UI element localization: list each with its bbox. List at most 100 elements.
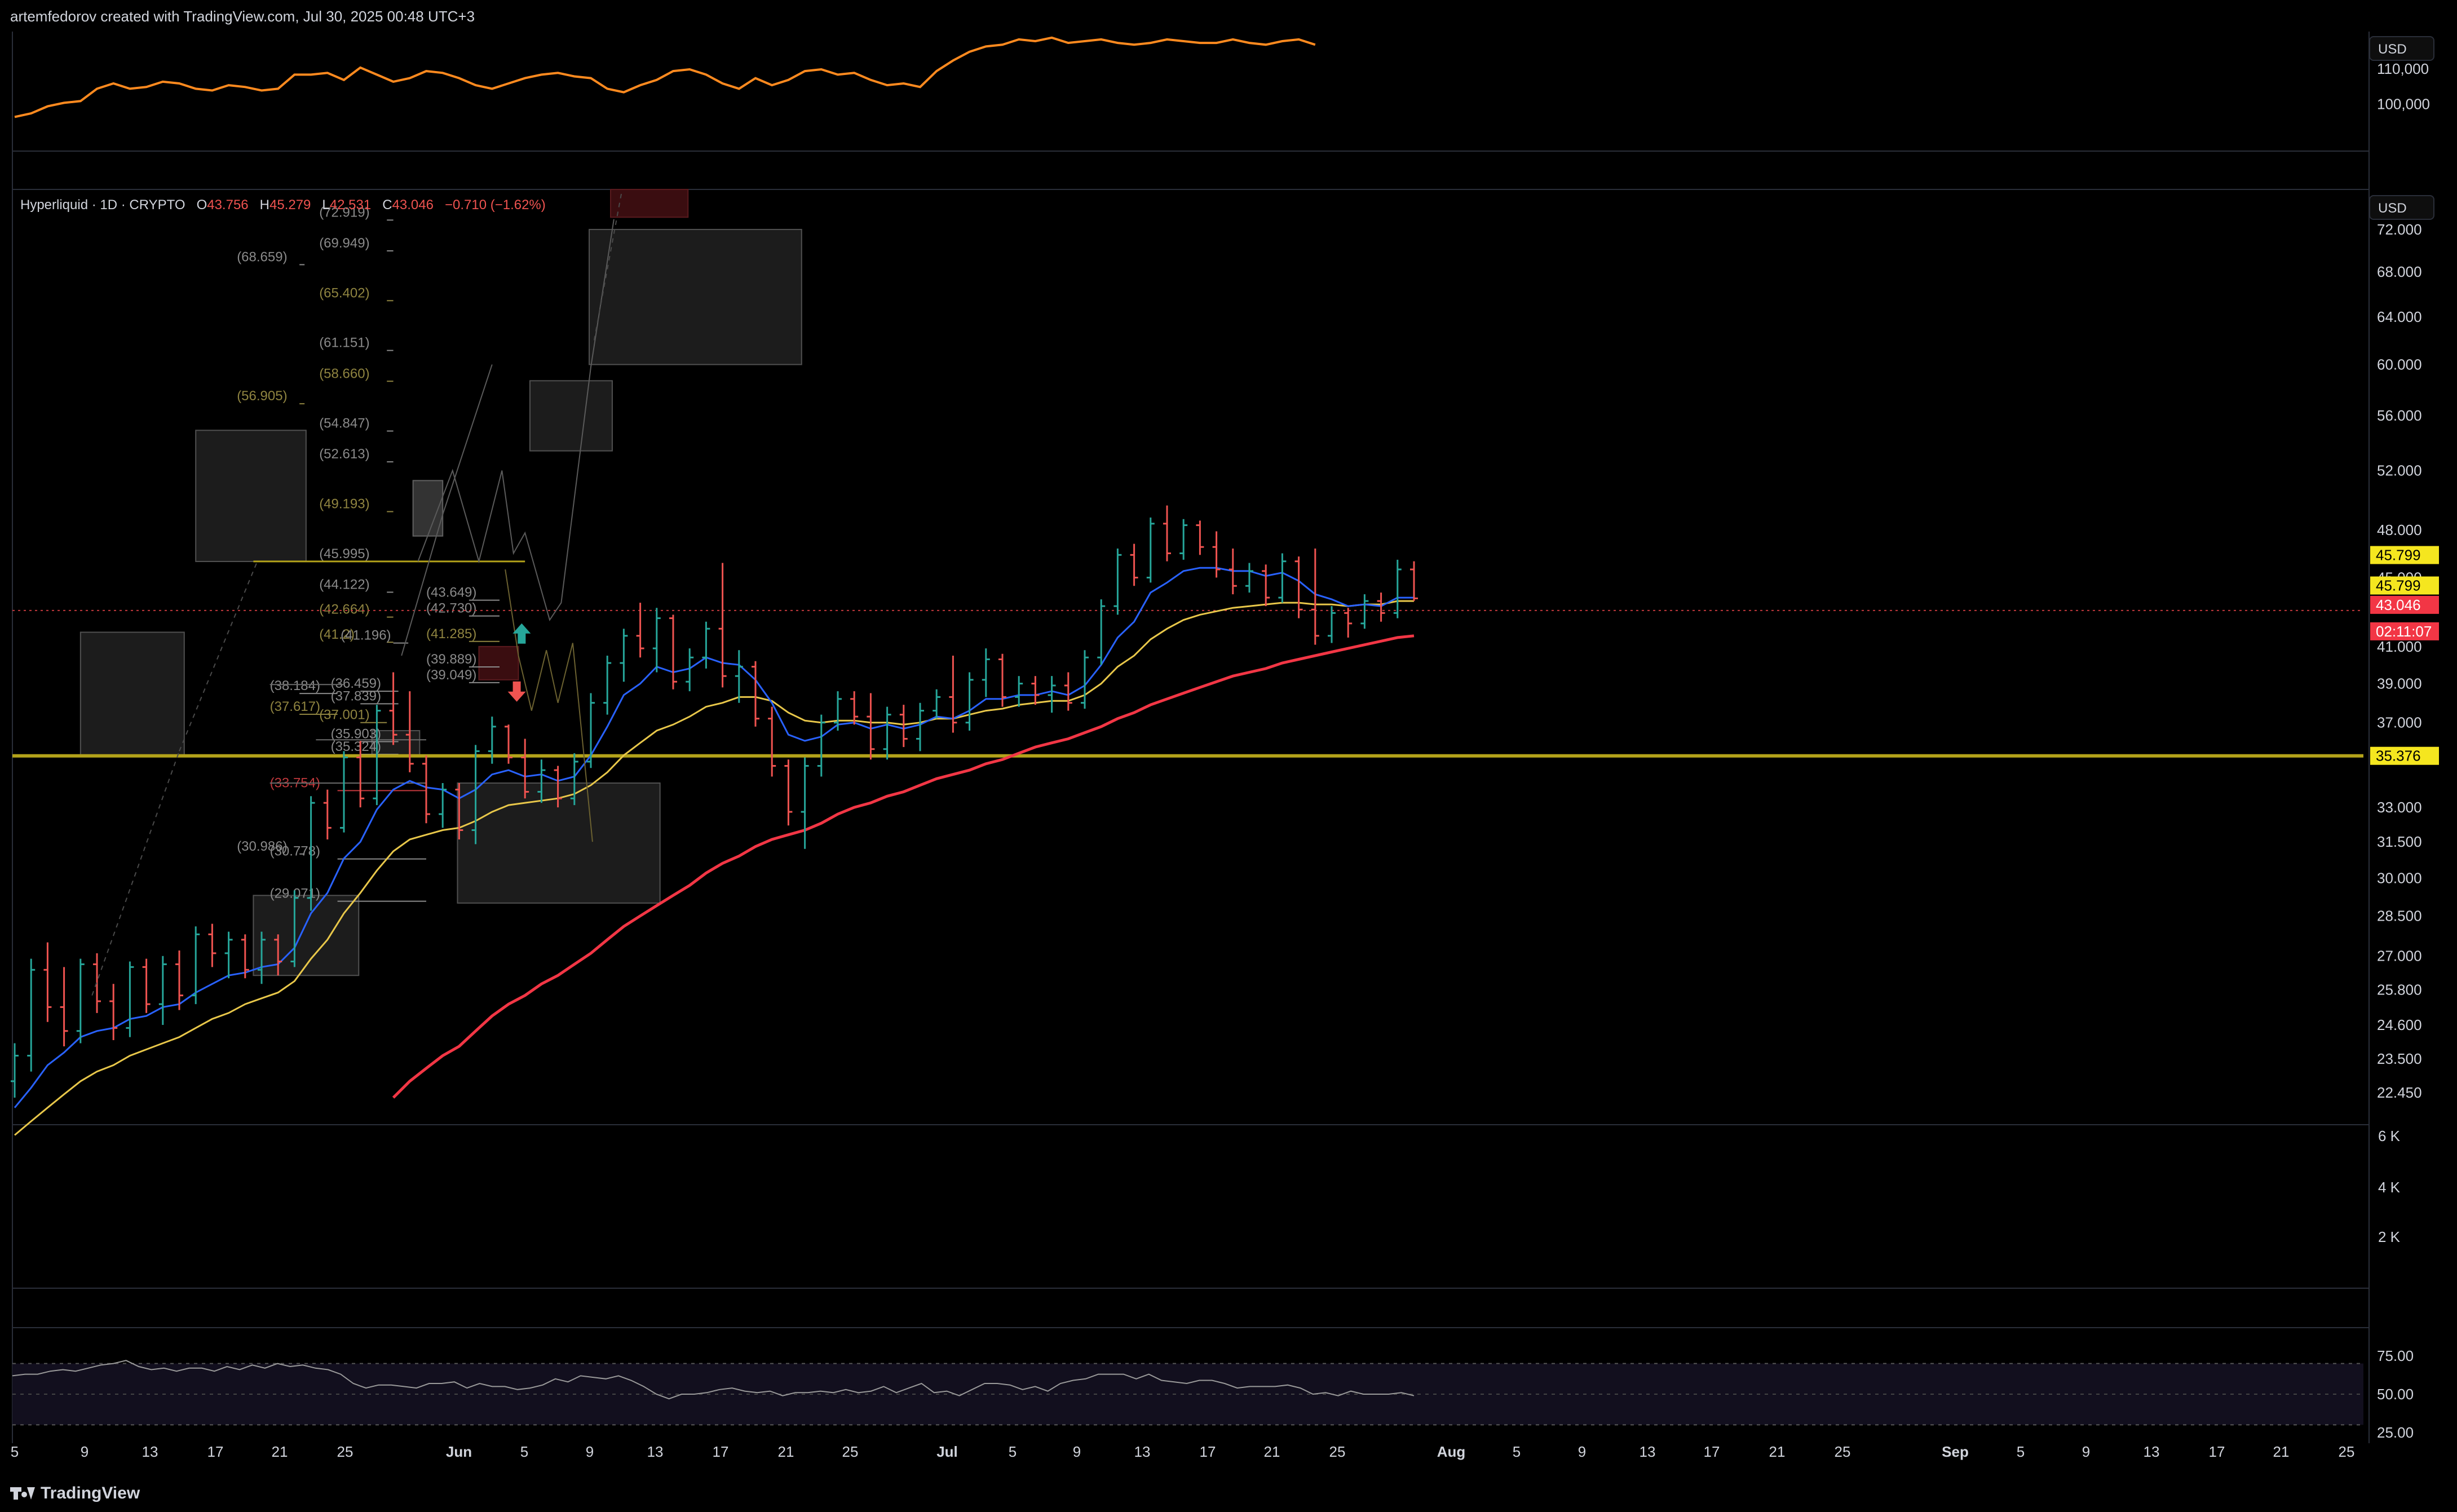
x-axis-tick: 9 xyxy=(586,1443,594,1460)
rsi-y-tick: 25.00 xyxy=(2377,1424,2414,1441)
volume-y-tick: 6 K xyxy=(2378,1128,2401,1144)
high-value: 45.279 xyxy=(269,197,311,213)
scenario-path-down xyxy=(505,569,593,842)
tradingview-logo[interactable]: TradingView xyxy=(10,1484,140,1503)
x-axis-tick: 17 xyxy=(1704,1443,1720,1460)
zone-box xyxy=(195,430,307,562)
level-annotation: (35.324) xyxy=(331,739,381,754)
price-y-tick: 48.000 xyxy=(2377,521,2422,538)
level-annotation: (54.847) xyxy=(319,416,369,431)
watermark-bar: artemfedorov created with TradingView.co… xyxy=(0,0,2457,32)
dashed-guide xyxy=(179,563,258,751)
x-axis-tick: 25 xyxy=(2339,1443,2355,1460)
btc-line-series xyxy=(14,36,1316,118)
tradingview-brand-name: TradingView xyxy=(41,1484,140,1502)
level-annotation: (30.778) xyxy=(270,844,320,859)
level-annotation: (41.196) xyxy=(341,628,391,643)
x-axis-tick: 25 xyxy=(337,1443,353,1460)
level-annotation: (41.2) xyxy=(319,627,355,642)
price-badge-text: 45.799 xyxy=(2376,547,2421,564)
high-label: H xyxy=(259,197,269,213)
x-axis-tick: 21 xyxy=(2273,1443,2290,1460)
currency-button-top[interactable]: USD xyxy=(2369,36,2434,61)
level-annotation: (44.122) xyxy=(319,577,369,592)
level-annotation: (36.459) xyxy=(331,676,381,691)
level-annotation: (42.664) xyxy=(319,602,369,617)
top-y-tick: 100,000 xyxy=(2377,96,2430,113)
x-axis-tick: 17 xyxy=(207,1443,224,1460)
x-axis-tick: Jun xyxy=(446,1443,472,1460)
price-y-tick: 60.000 xyxy=(2377,356,2422,373)
x-axis-tick: 9 xyxy=(1578,1443,1586,1460)
level-annotation: (58.660) xyxy=(319,366,369,381)
price-y-tick: 41.000 xyxy=(2377,638,2422,655)
dashed-guide xyxy=(593,189,623,341)
low-value: 42.531 xyxy=(329,197,372,213)
currency-button-price[interactable]: USD xyxy=(2369,195,2434,220)
price-y-tick: 30.000 xyxy=(2377,869,2422,886)
close-value: 43.046 xyxy=(392,197,434,213)
price-y-tick: 28.500 xyxy=(2377,908,2422,925)
symbol-name: Hyperliquid · 1D · CRYPTO xyxy=(20,197,185,213)
x-axis-tick: 25 xyxy=(1835,1443,1851,1460)
price-y-tick: 56.000 xyxy=(2377,407,2422,424)
price-y-tick: 23.500 xyxy=(2377,1050,2422,1067)
zone-box xyxy=(371,730,421,756)
level-annotation: (43.649) xyxy=(426,585,476,600)
close-label: C xyxy=(382,197,392,213)
x-axis-tick: 9 xyxy=(81,1443,89,1460)
x-axis-tick: 13 xyxy=(647,1443,664,1460)
price-y-tick: 24.600 xyxy=(2377,1016,2422,1033)
x-axis-tick: Jul xyxy=(936,1443,958,1460)
x-axis-tick: 21 xyxy=(1264,1443,1280,1460)
target-box-mid xyxy=(529,380,613,452)
ema-fast-line xyxy=(14,567,1414,1108)
level-annotation: (38.184) xyxy=(270,678,320,693)
x-axis-tick: 13 xyxy=(1640,1443,1656,1460)
level-annotation: (41.285) xyxy=(426,626,476,642)
x-axis-tick: 21 xyxy=(778,1443,794,1460)
x-axis-tick: 5 xyxy=(520,1443,528,1460)
x-axis-tick: 25 xyxy=(1329,1443,1346,1460)
ema-slow-line xyxy=(392,634,1415,1099)
open-label: O xyxy=(196,197,207,213)
x-axis-tick: 13 xyxy=(1134,1443,1151,1460)
price-badge xyxy=(2370,746,2439,765)
level-annotation: (39.049) xyxy=(426,667,476,683)
x-axis-tick: 21 xyxy=(1769,1443,1786,1460)
zone-box xyxy=(79,631,185,756)
level-annotation: (68.659) xyxy=(237,249,287,264)
x-axis-tick: 17 xyxy=(1200,1443,1216,1460)
price-y-tick: 39.000 xyxy=(2377,675,2422,692)
price-y-tick: 33.000 xyxy=(2377,799,2422,816)
price-badge xyxy=(2370,595,2439,614)
price-badge xyxy=(2370,546,2439,564)
change-value: −0.710 (−1.62%) xyxy=(444,197,546,213)
price-y-tick: 37.000 xyxy=(2377,714,2422,731)
buy-arrow-icon xyxy=(512,623,531,644)
price-y-tick: 64.000 xyxy=(2377,308,2422,325)
x-axis-tick: 5 xyxy=(2017,1443,2025,1460)
x-axis-tick: 13 xyxy=(2144,1443,2160,1460)
rsi-line xyxy=(12,1360,1415,1400)
zone-box xyxy=(253,895,360,976)
branding-bar: TradingView xyxy=(0,1477,2457,1512)
level-annotation: (69.949) xyxy=(319,236,369,251)
price-y-tick: 22.450 xyxy=(2377,1084,2422,1101)
price-badge xyxy=(2370,576,2439,595)
x-axis-tick: 17 xyxy=(713,1443,729,1460)
price-y-tick: 25.800 xyxy=(2377,981,2422,998)
zone-box-red xyxy=(478,646,519,680)
level-annotation: (42.730) xyxy=(426,601,476,616)
level-annotation: (49.193) xyxy=(319,497,369,512)
x-axis-tick: 25 xyxy=(842,1443,859,1460)
rsi-y-tick: 75.00 xyxy=(2377,1347,2414,1364)
price-badge-text: 43.046 xyxy=(2376,596,2421,613)
volume-y-tick: 4 K xyxy=(2378,1179,2401,1196)
volume-y-tick: 2 K xyxy=(2378,1228,2401,1245)
level-annotation: (65.402) xyxy=(319,285,369,300)
level-annotation: (30.986) xyxy=(237,839,287,854)
price-badge xyxy=(2370,622,2439,640)
level-annotation: (37.001) xyxy=(319,708,369,723)
